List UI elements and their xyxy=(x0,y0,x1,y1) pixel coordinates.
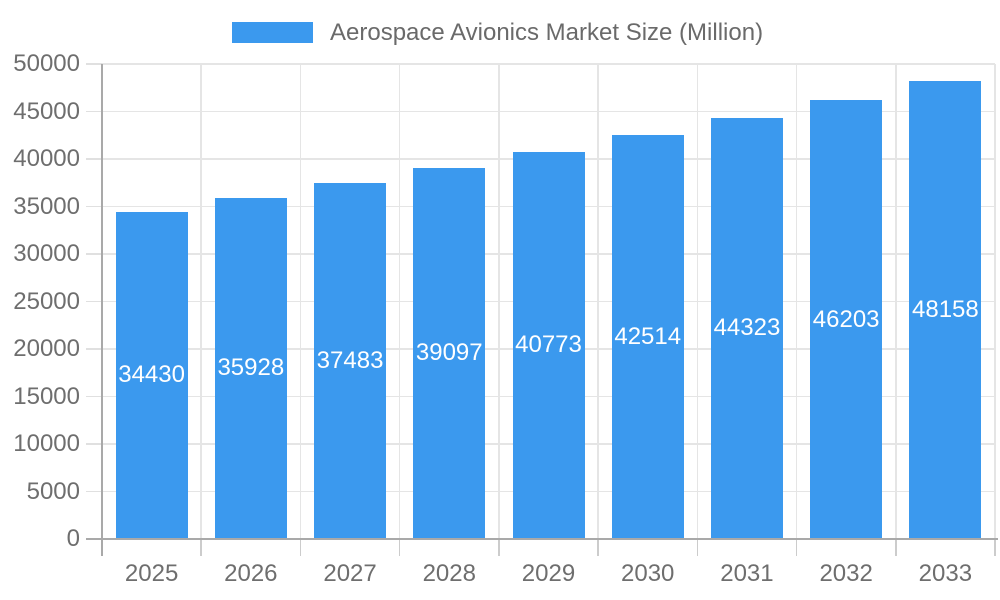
bar-value-label: 44323 xyxy=(713,314,781,342)
gridline-horizontal xyxy=(102,110,995,113)
x-axis-tick xyxy=(498,539,500,556)
y-axis-tick xyxy=(86,490,102,493)
x-axis-tick xyxy=(597,539,599,556)
bar-2027 xyxy=(314,182,387,539)
bar-value-label: 34430 xyxy=(118,361,185,389)
bar-2025 xyxy=(115,211,188,539)
x-axis-tick xyxy=(696,539,699,556)
bar-2033 xyxy=(909,81,982,539)
y-axis-label: 45000 xyxy=(13,97,80,125)
y-axis-tick xyxy=(86,63,102,65)
x-axis-label: 2031 xyxy=(720,560,774,587)
x-axis-tick xyxy=(200,539,202,556)
y-axis-label: 50000 xyxy=(13,50,80,77)
bar-value-label: 46203 xyxy=(812,305,880,333)
x-axis-tick xyxy=(299,539,302,556)
bar-2032 xyxy=(810,100,883,539)
x-axis-label: 2027 xyxy=(323,560,377,587)
legend-swatch xyxy=(232,22,313,43)
x-axis-line xyxy=(86,538,998,540)
x-axis-label: 2028 xyxy=(422,560,476,587)
bar-2026 xyxy=(214,197,287,539)
y-axis-label: 15000 xyxy=(13,382,80,410)
bar-value-label: 39097 xyxy=(415,339,483,367)
y-axis-label: 0 xyxy=(66,525,80,552)
x-axis-tick xyxy=(994,539,996,556)
y-axis-tick xyxy=(86,110,102,113)
y-axis-tick xyxy=(86,348,102,350)
y-axis-tick xyxy=(86,300,102,303)
legend-item[interactable]: Aerospace Avionics Market Size (Million) xyxy=(232,19,763,46)
x-axis-tick xyxy=(895,539,897,556)
bar-value-label: 42514 xyxy=(614,323,682,351)
y-axis-label: 5000 xyxy=(26,477,80,505)
y-axis-label: 35000 xyxy=(13,192,80,220)
bar-value-label: 48158 xyxy=(912,296,979,324)
y-axis-label: 30000 xyxy=(13,240,80,267)
x-axis-tick xyxy=(398,539,401,556)
bar-value-label: 37483 xyxy=(316,346,384,374)
x-axis-label: 2029 xyxy=(521,560,576,587)
legend-label: Aerospace Avionics Market Size (Million) xyxy=(330,18,764,46)
x-axis-label: 2026 xyxy=(224,560,278,587)
x-axis-tick xyxy=(795,539,798,556)
y-axis-line xyxy=(101,64,103,556)
y-axis-tick xyxy=(86,158,102,160)
gridline-vertical xyxy=(994,64,996,539)
x-axis-label: 2030 xyxy=(621,560,675,587)
y-axis-tick xyxy=(86,395,102,398)
bar-value-label: 40773 xyxy=(515,331,582,359)
bar-2029 xyxy=(512,151,585,539)
y-axis-tick xyxy=(86,253,102,255)
y-axis-tick xyxy=(86,443,102,445)
y-axis-label: 20000 xyxy=(13,335,80,362)
y-axis-label: 40000 xyxy=(13,145,80,172)
y-axis-tick xyxy=(86,205,102,208)
bar-2031 xyxy=(710,117,783,539)
y-axis-label: 10000 xyxy=(13,430,80,457)
y-axis-label: 25000 xyxy=(13,287,80,315)
x-axis-label: 2032 xyxy=(819,560,873,587)
x-axis-label: 2025 xyxy=(124,560,179,587)
gridline-horizontal xyxy=(102,63,995,65)
bar-2030 xyxy=(611,135,684,539)
bar-value-label: 35928 xyxy=(217,354,285,382)
x-axis-label: 2033 xyxy=(918,560,973,587)
bar-2028 xyxy=(413,167,486,539)
